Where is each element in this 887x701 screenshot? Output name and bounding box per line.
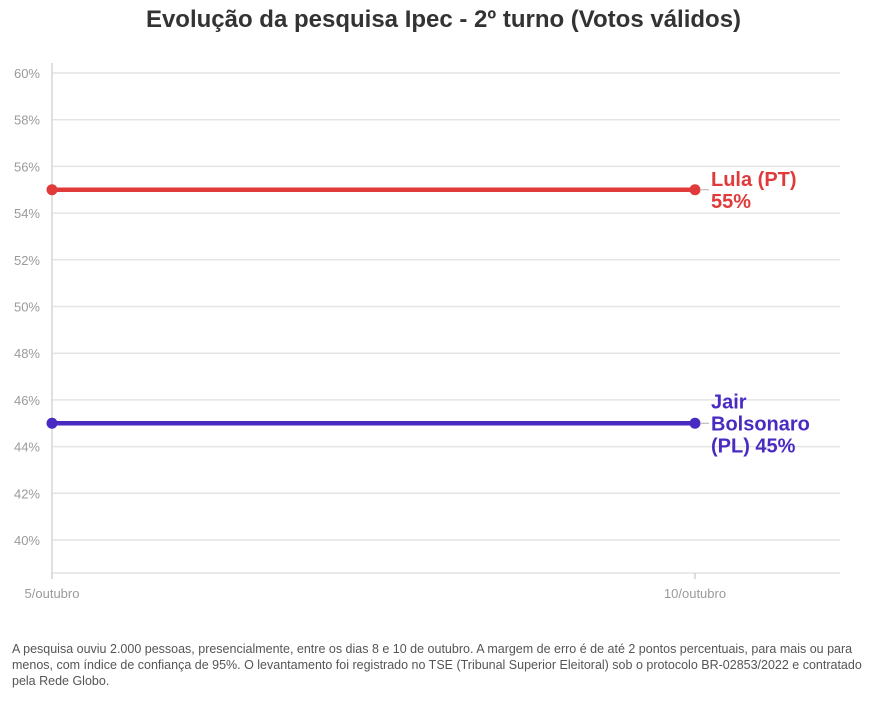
series-label: 55% bbox=[711, 191, 751, 213]
data-point bbox=[689, 184, 701, 196]
y-tick-label: 42% bbox=[14, 486, 40, 501]
y-tick-label: 58% bbox=[14, 113, 40, 128]
y-tick-label: 52% bbox=[14, 253, 40, 268]
y-tick-label: 50% bbox=[14, 300, 40, 315]
y-tick-label: 46% bbox=[14, 393, 40, 408]
x-tick-label: 10/outubro bbox=[664, 586, 726, 601]
line-chart: 40% 42% 44% 46% 48% 50% 52% 54% 56% 58% 60% 5/outub… bbox=[14, 63, 840, 601]
x-tick-label: 5/outubro bbox=[25, 586, 80, 601]
y-tick-label: 56% bbox=[14, 159, 40, 174]
y-tick-label: 54% bbox=[14, 206, 40, 221]
data-point bbox=[46, 417, 58, 429]
series-label: Jair bbox=[711, 391, 747, 413]
series-label: (PL) 45% bbox=[711, 435, 796, 457]
footnote: A pesquisa ouviu 2.000 pessoas, presenci… bbox=[12, 642, 862, 688]
series-label: Bolsonaro bbox=[711, 413, 810, 435]
y-tick-label: 40% bbox=[14, 533, 40, 548]
series-label: Lula (PT) bbox=[711, 169, 797, 191]
y-tick-label: 48% bbox=[14, 346, 40, 361]
data-point bbox=[46, 184, 58, 196]
chart-title: Evolução da pesquisa Ipec - 2º turno (Vo… bbox=[145, 6, 742, 33]
y-tick-label: 60% bbox=[14, 66, 40, 81]
data-point bbox=[689, 417, 701, 429]
y-tick-label: 44% bbox=[14, 440, 40, 455]
